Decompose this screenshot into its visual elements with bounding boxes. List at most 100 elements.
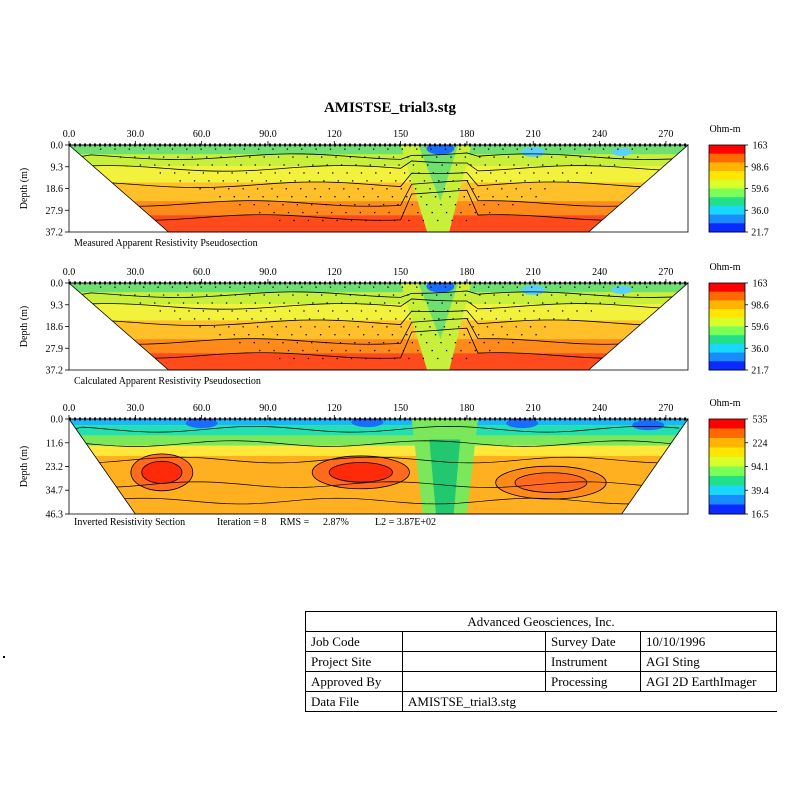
data-point	[454, 203, 457, 206]
data-point	[260, 172, 262, 174]
x-tick-label: 240	[592, 129, 607, 140]
data-point	[322, 357, 324, 360]
data-point	[445, 211, 448, 214]
data-point	[473, 148, 475, 150]
contour-line	[80, 327, 677, 359]
data-point	[538, 180, 541, 182]
data-point	[391, 196, 394, 198]
data-point	[545, 286, 547, 288]
data-point	[253, 341, 255, 344]
data-point	[251, 180, 253, 182]
data-point	[296, 203, 299, 206]
data-point	[384, 302, 386, 304]
data-point	[427, 302, 429, 304]
data-point	[454, 341, 457, 344]
data-point	[286, 148, 289, 150]
data-point	[401, 148, 404, 150]
data-point	[545, 148, 547, 150]
data-point	[521, 334, 523, 336]
data-point	[262, 196, 264, 198]
colorbar-segment	[709, 317, 745, 327]
colorbar-segment	[709, 300, 745, 310]
data-point	[328, 326, 331, 328]
data-point	[343, 188, 345, 190]
data-point	[550, 156, 553, 158]
data-point	[497, 203, 500, 206]
data-point	[276, 196, 279, 198]
data-point	[193, 180, 196, 182]
data-point	[395, 318, 397, 320]
data-point	[272, 286, 274, 288]
data-point	[533, 172, 535, 174]
x-tick-label: 120	[327, 267, 342, 278]
data-point	[345, 349, 347, 352]
data-point	[285, 188, 287, 190]
data-point	[139, 164, 142, 166]
data-point	[317, 172, 320, 174]
data-point	[486, 188, 489, 190]
data-point	[512, 341, 514, 344]
data-point	[416, 148, 418, 150]
colorbar-segment	[709, 309, 745, 319]
data-point	[162, 294, 165, 296]
data-point	[277, 294, 280, 296]
y-tick-label: 18.6	[46, 322, 64, 333]
data-point	[515, 188, 517, 190]
colorbar-segment	[709, 495, 745, 505]
colorbar-label: 36.0	[751, 344, 769, 355]
data-point	[277, 156, 280, 158]
figure-title: AMISTSE_trial3.stg	[323, 100, 457, 116]
data-point	[547, 310, 549, 312]
data-point	[637, 294, 639, 296]
data-point	[303, 172, 305, 174]
contour-line	[79, 172, 677, 188]
data-point	[334, 196, 336, 198]
processing-value: AGI 2D EarthImager	[640, 671, 777, 692]
data-point	[288, 172, 291, 174]
data-point	[287, 211, 290, 214]
data-point	[336, 357, 338, 360]
project-site-label: Project Site	[305, 651, 403, 672]
data-point	[237, 180, 239, 182]
data-point	[228, 188, 230, 190]
data-point	[544, 188, 546, 190]
data-point	[199, 188, 201, 190]
data-point	[452, 180, 454, 182]
data-point	[228, 326, 230, 328]
data-point	[437, 357, 439, 360]
data-point	[437, 219, 439, 222]
data-point	[249, 294, 251, 296]
data-point	[507, 156, 510, 158]
data-point	[206, 294, 208, 296]
data-point	[576, 310, 578, 312]
data-point	[617, 286, 619, 288]
data-point	[438, 180, 440, 182]
data-point	[434, 334, 437, 336]
title-block-row: Project Site Instrument AGI Sting	[305, 651, 777, 672]
data-file-value: AMISTSE_trial3.stg	[402, 691, 777, 712]
data-point	[477, 334, 480, 336]
y-tick-label: 9.3	[51, 162, 64, 173]
data-point	[314, 326, 316, 328]
data-point	[349, 294, 352, 296]
data-point	[622, 156, 625, 158]
data-point	[259, 211, 261, 214]
low-resistivity-anomaly	[506, 419, 539, 429]
data-point	[429, 326, 431, 328]
data-point	[429, 188, 431, 190]
resistivity-layer	[69, 145, 688, 155]
data-point	[452, 318, 454, 320]
data-point	[374, 211, 376, 214]
data-point	[332, 310, 334, 312]
rms-label: RMS =	[280, 517, 310, 528]
x-tick-label: 0.0	[63, 403, 76, 414]
data-point	[450, 294, 452, 296]
data-point	[516, 286, 518, 288]
data-point	[631, 148, 633, 150]
data-point	[599, 164, 601, 166]
y-tick-label: 0.0	[51, 279, 64, 290]
title-block-table: Advanced Geosciences, Inc. Job Code Surv…	[305, 611, 777, 712]
data-point	[168, 302, 170, 304]
low-resistivity-anomaly	[185, 419, 218, 429]
data-point	[411, 203, 413, 206]
